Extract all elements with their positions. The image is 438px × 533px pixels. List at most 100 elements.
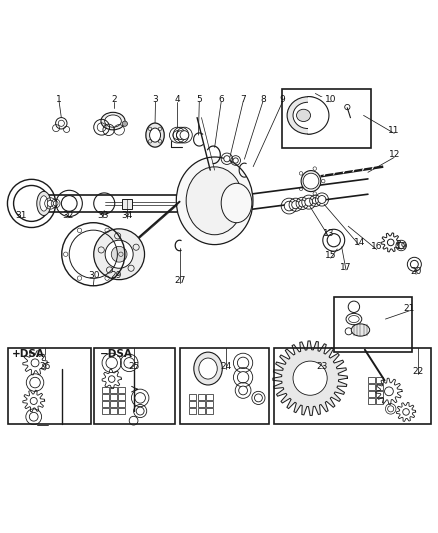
Circle shape — [303, 173, 319, 189]
Circle shape — [135, 393, 145, 403]
Text: +DSA: +DSA — [12, 349, 45, 359]
Bar — [206, 408, 213, 414]
Text: 26: 26 — [39, 362, 50, 371]
Text: 33: 33 — [97, 211, 109, 220]
Circle shape — [239, 386, 247, 395]
Text: 12: 12 — [389, 150, 400, 159]
Circle shape — [109, 376, 115, 382]
Circle shape — [47, 200, 53, 207]
Polygon shape — [396, 402, 416, 422]
Text: 17: 17 — [340, 263, 352, 272]
Bar — [110, 394, 117, 400]
Text: 27: 27 — [174, 276, 185, 285]
Bar — [118, 387, 125, 393]
Text: 2: 2 — [111, 95, 117, 104]
Bar — [110, 408, 117, 414]
Bar — [8, 348, 91, 424]
Bar — [334, 297, 412, 352]
Polygon shape — [381, 233, 400, 252]
Ellipse shape — [293, 102, 323, 128]
Circle shape — [105, 240, 133, 268]
Bar — [376, 391, 383, 397]
Text: 6: 6 — [218, 95, 224, 104]
Circle shape — [388, 406, 394, 412]
Bar — [368, 377, 375, 383]
Bar — [368, 398, 375, 403]
Text: 31: 31 — [15, 211, 27, 220]
Circle shape — [224, 156, 230, 162]
Circle shape — [293, 361, 327, 395]
Bar — [110, 387, 117, 393]
Circle shape — [106, 357, 117, 368]
Ellipse shape — [221, 183, 252, 223]
Bar — [368, 384, 375, 390]
Circle shape — [31, 359, 39, 367]
Bar — [102, 387, 109, 393]
Bar — [376, 384, 383, 390]
Text: 34: 34 — [121, 211, 133, 220]
Ellipse shape — [149, 128, 160, 142]
Polygon shape — [102, 369, 121, 389]
Circle shape — [312, 198, 318, 204]
Bar — [206, 401, 213, 407]
Circle shape — [173, 131, 182, 140]
Circle shape — [124, 358, 134, 368]
Polygon shape — [376, 378, 402, 405]
Text: 11: 11 — [389, 126, 400, 135]
Bar — [368, 391, 375, 397]
Circle shape — [237, 357, 249, 368]
Ellipse shape — [186, 167, 243, 235]
Text: 3: 3 — [152, 95, 159, 104]
Bar — [102, 408, 109, 414]
Circle shape — [29, 413, 38, 421]
Text: 21: 21 — [404, 304, 415, 313]
Circle shape — [403, 409, 410, 415]
Circle shape — [30, 398, 37, 405]
Ellipse shape — [287, 97, 328, 134]
Text: −DSA: −DSA — [100, 349, 133, 359]
Bar — [102, 401, 109, 407]
Circle shape — [410, 260, 418, 268]
Text: 7: 7 — [240, 95, 246, 104]
Circle shape — [292, 201, 300, 209]
Circle shape — [387, 239, 394, 246]
Text: 13: 13 — [323, 229, 334, 238]
Text: 25: 25 — [128, 362, 139, 371]
Text: 9: 9 — [279, 95, 286, 104]
Ellipse shape — [297, 109, 311, 122]
Text: 16: 16 — [371, 243, 382, 251]
Bar — [118, 408, 125, 414]
Circle shape — [61, 196, 77, 211]
Ellipse shape — [101, 112, 125, 130]
Circle shape — [136, 407, 144, 415]
Text: 22: 22 — [413, 367, 424, 376]
Text: 15: 15 — [325, 251, 336, 260]
Circle shape — [30, 377, 40, 388]
Text: 24: 24 — [220, 362, 231, 371]
Circle shape — [318, 196, 326, 204]
Text: 30: 30 — [88, 271, 100, 280]
Polygon shape — [273, 341, 347, 415]
Circle shape — [53, 201, 58, 206]
Bar — [376, 398, 383, 403]
Bar — [198, 401, 205, 407]
Bar — [180, 348, 269, 424]
Ellipse shape — [105, 115, 121, 127]
Ellipse shape — [351, 324, 370, 336]
Bar — [102, 394, 109, 400]
Text: 8: 8 — [260, 95, 266, 104]
Polygon shape — [23, 390, 45, 412]
Bar — [308, 96, 330, 134]
Bar — [118, 401, 125, 407]
Circle shape — [398, 243, 404, 248]
Bar — [376, 377, 383, 383]
Text: 19: 19 — [396, 243, 407, 251]
Bar — [110, 401, 117, 407]
Ellipse shape — [40, 196, 48, 211]
Circle shape — [254, 394, 262, 402]
Bar — [189, 401, 196, 407]
Bar — [206, 394, 213, 400]
Circle shape — [177, 131, 185, 140]
Circle shape — [284, 201, 294, 211]
Text: 10: 10 — [325, 95, 336, 104]
